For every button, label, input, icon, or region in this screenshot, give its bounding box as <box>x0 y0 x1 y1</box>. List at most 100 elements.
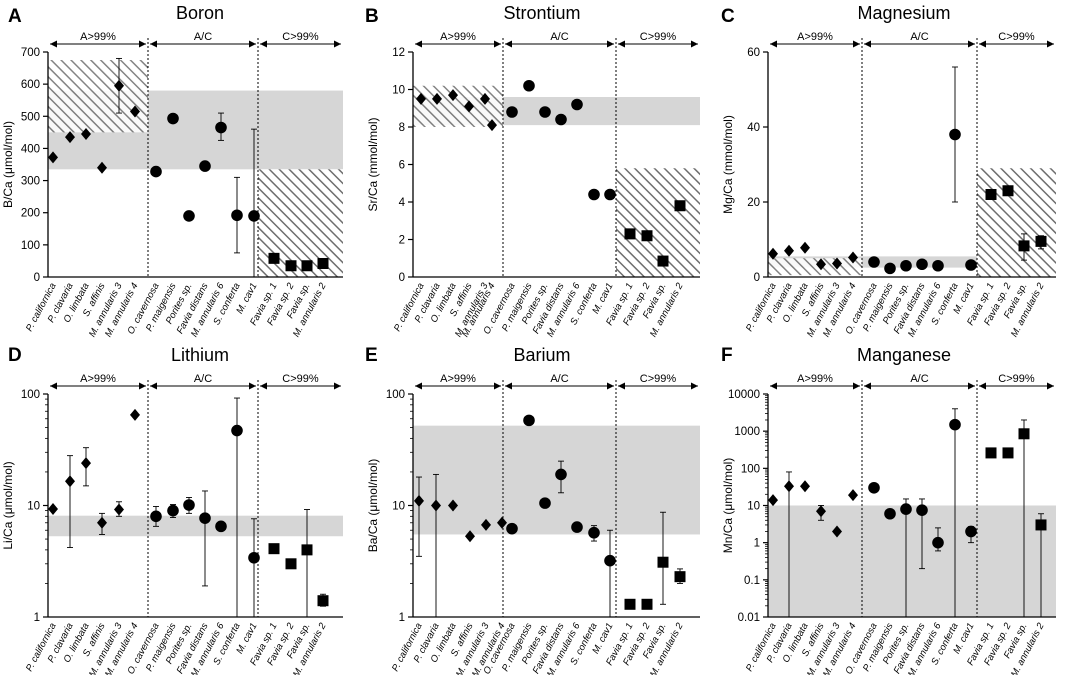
arrowhead-left <box>770 40 777 48</box>
data-point-diamond <box>832 525 842 538</box>
data-point-diamond <box>431 499 441 512</box>
data-point-diamond <box>81 457 91 470</box>
data-point-square <box>317 258 329 269</box>
data-point-diamond <box>832 257 842 270</box>
arrowhead-right <box>494 40 501 48</box>
data-point-square <box>641 230 653 242</box>
data-point-circle <box>523 414 535 427</box>
data-point-diamond <box>65 475 75 488</box>
arrowhead-right <box>249 382 256 390</box>
region-label-bg <box>280 373 321 384</box>
region-label: C>99% <box>998 373 1035 385</box>
arrowhead-right <box>494 382 501 390</box>
arrowhead-left <box>864 40 871 48</box>
panel-title-c: Magnesium <box>857 3 950 23</box>
y-tick-label: 2 <box>399 235 405 247</box>
region-label: C>99% <box>640 31 677 43</box>
y-tick-label: 10 <box>747 501 760 513</box>
arrowhead-left <box>864 382 871 390</box>
data-point-circle <box>932 536 944 549</box>
data-point-circle <box>167 112 179 125</box>
panel-a: A Boron 0 100 200 300 400 500 600 700 B/Ca (μmol/m… <box>1 3 343 339</box>
arrowhead-right <box>968 382 975 390</box>
arrowhead-left <box>415 382 422 390</box>
data-point-square <box>301 544 313 556</box>
panel-title-a: Boron <box>176 3 224 23</box>
data-point-diamond <box>130 105 140 118</box>
panel-f: F Manganese 0.01 0.1 1 10 100 1000 10000 Mn/Ca (μ… <box>721 345 1056 675</box>
y-tick-label: 0 <box>754 272 760 284</box>
data-point-circle <box>916 258 928 271</box>
panel-letter-d: D <box>8 345 22 366</box>
panel-letter-a: A <box>8 6 22 27</box>
panel-letter-e: E <box>365 345 378 366</box>
arrowhead-right <box>853 40 860 48</box>
aragonite-band <box>48 515 343 537</box>
y-tick-label: 0.01 <box>738 612 760 624</box>
y-tick-label: 10 <box>27 501 40 513</box>
arrowhead-left <box>505 382 512 390</box>
y-tick-label: 10 <box>392 501 405 513</box>
arrowhead-left <box>260 40 267 48</box>
data-point-diamond <box>784 244 794 257</box>
region-label-bg <box>189 31 217 42</box>
data-point-circle <box>183 210 195 222</box>
y-tick-label: 1 <box>399 612 405 624</box>
arrowhead-right <box>1047 40 1054 48</box>
data-point-circle <box>555 113 567 126</box>
data-point-circle <box>199 512 211 524</box>
data-point-square <box>674 200 686 212</box>
data-point-square <box>285 558 297 570</box>
data-point-circle <box>539 106 551 118</box>
data-point-circle <box>215 121 227 134</box>
region-label-bg <box>905 31 934 42</box>
arrowhead-left <box>50 382 57 390</box>
y-tick-label: 100 <box>21 240 40 252</box>
data-point-diamond <box>481 518 491 531</box>
arrowhead-left <box>979 40 986 48</box>
region-label-bg <box>794 373 836 384</box>
data-point-square <box>1035 235 1047 247</box>
data-point-diamond <box>65 131 75 144</box>
y-tick-label: 200 <box>21 208 40 220</box>
data-point-circle <box>167 504 179 517</box>
region-label: A>99% <box>440 31 476 43</box>
data-point-square <box>1018 428 1030 440</box>
arrowhead-right <box>139 40 146 48</box>
y-axis-title: Mn/Ca (μmol/mol) <box>721 458 735 554</box>
data-point-diamond <box>464 100 474 113</box>
data-point-square <box>301 260 313 272</box>
data-point-diamond <box>816 505 826 518</box>
data-point-square <box>268 543 280 555</box>
data-point-square <box>1002 447 1014 459</box>
region-label-bg <box>437 373 479 384</box>
data-point-square <box>1002 185 1014 197</box>
data-point-circle <box>150 165 162 178</box>
y-tick-label: 600 <box>21 79 40 91</box>
data-point-diamond <box>130 408 140 421</box>
data-point-circle <box>248 210 260 222</box>
arrowhead-right <box>607 382 614 390</box>
data-point-diamond <box>497 516 507 529</box>
region-label-bg <box>996 373 1037 384</box>
data-point-diamond <box>848 251 858 264</box>
calcite-band-c <box>977 168 1056 277</box>
y-tick-label: 1 <box>754 538 760 550</box>
arrowhead-right <box>607 40 614 48</box>
data-point-square <box>1035 519 1047 531</box>
arrowhead-left <box>505 40 512 48</box>
panel-title-d: Lithium <box>171 345 229 365</box>
data-point-circle <box>949 418 961 431</box>
calcite-band-a <box>413 85 503 127</box>
data-point-diamond <box>448 499 458 512</box>
region-label: A/C <box>194 31 212 43</box>
data-point-square <box>268 252 280 264</box>
data-point-square <box>624 228 636 240</box>
data-point-diamond <box>414 494 424 507</box>
arrowhead-right <box>1047 382 1054 390</box>
data-point-circle <box>588 188 600 201</box>
arrowhead-right <box>853 382 860 390</box>
arrowhead-left <box>150 40 157 48</box>
arrowhead-right <box>139 382 146 390</box>
